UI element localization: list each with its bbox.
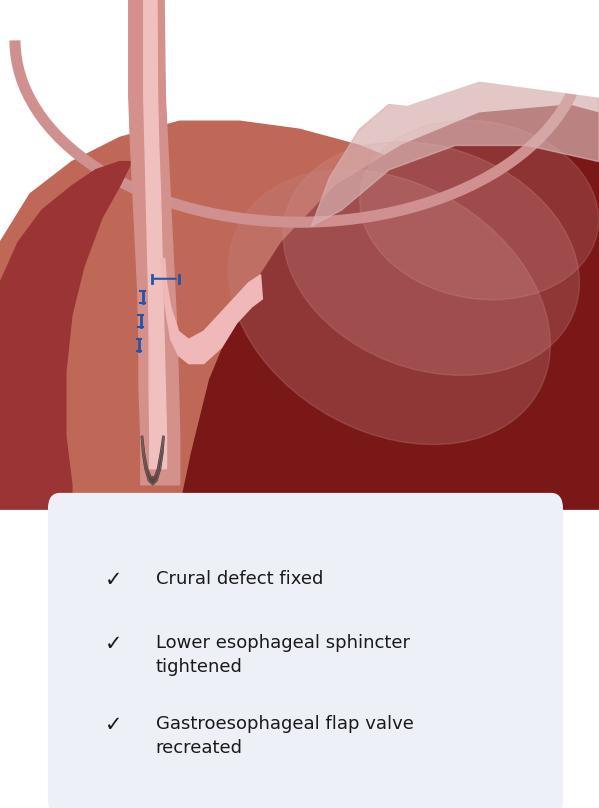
FancyBboxPatch shape xyxy=(48,493,563,808)
Ellipse shape xyxy=(228,170,550,444)
Text: ✓: ✓ xyxy=(105,570,123,590)
Ellipse shape xyxy=(360,120,598,300)
Polygon shape xyxy=(129,0,180,485)
Ellipse shape xyxy=(283,141,579,376)
Text: Crural defect fixed: Crural defect fixed xyxy=(156,570,323,587)
Polygon shape xyxy=(0,162,132,509)
Polygon shape xyxy=(180,105,599,509)
Text: ✓: ✓ xyxy=(105,634,123,654)
Polygon shape xyxy=(0,121,599,509)
Text: Lower esophageal sphincter
tightened: Lower esophageal sphincter tightened xyxy=(156,634,410,675)
Polygon shape xyxy=(311,48,599,226)
Polygon shape xyxy=(144,0,167,469)
Polygon shape xyxy=(161,259,262,364)
Polygon shape xyxy=(141,436,164,485)
Polygon shape xyxy=(141,436,164,485)
Text: Gastroesophageal flap valve
recreated: Gastroesophageal flap valve recreated xyxy=(156,715,414,756)
Polygon shape xyxy=(329,0,599,105)
Text: ✓: ✓ xyxy=(105,715,123,735)
